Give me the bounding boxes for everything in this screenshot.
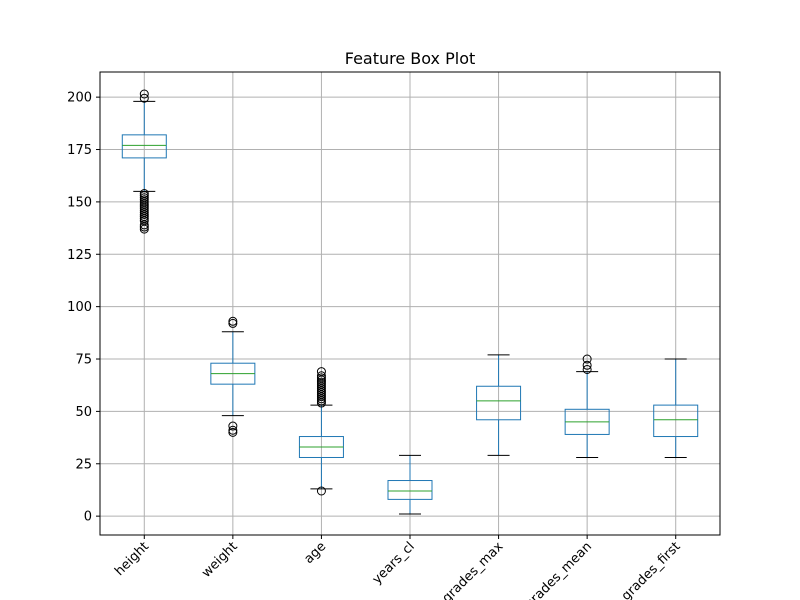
outlier-point bbox=[316, 486, 326, 496]
box-iqr bbox=[476, 385, 522, 421]
y-tick-label: 175 bbox=[67, 143, 92, 158]
outlier-point bbox=[316, 367, 326, 377]
y-axis: 0 25 50 75 100 125 150 175 200 bbox=[67, 91, 100, 525]
outlier-point bbox=[139, 93, 149, 103]
outlier-point bbox=[582, 360, 592, 370]
outlier-point bbox=[228, 427, 238, 437]
outlier-point bbox=[228, 316, 238, 326]
box-years_cl bbox=[387, 454, 433, 515]
y-tick-label: 125 bbox=[67, 248, 92, 263]
outlier-point bbox=[228, 425, 238, 435]
y-tick-label: 50 bbox=[75, 405, 92, 420]
box-grades_first bbox=[653, 358, 699, 458]
outlier-point bbox=[139, 195, 149, 205]
y-tick-label: 25 bbox=[75, 457, 92, 472]
box-iqr bbox=[653, 404, 699, 438]
y-tick-label: 100 bbox=[67, 300, 92, 315]
y-tick-label: 75 bbox=[75, 353, 92, 368]
outlier-point bbox=[228, 318, 238, 328]
y-tick-label: 0 bbox=[84, 510, 92, 525]
chart-title: Feature Box Plot bbox=[345, 49, 476, 68]
outlier-point bbox=[582, 364, 592, 374]
outlier-point bbox=[316, 371, 326, 381]
outlier-point bbox=[139, 193, 149, 203]
y-tick-label: 150 bbox=[67, 195, 92, 210]
outlier-point bbox=[139, 189, 149, 199]
y-tick-label: 200 bbox=[67, 91, 92, 106]
outlier-point bbox=[582, 354, 592, 364]
outlier-point bbox=[228, 421, 238, 431]
outlier-point bbox=[139, 89, 149, 99]
box-grades_max bbox=[476, 354, 522, 456]
box-age bbox=[298, 367, 344, 496]
outlier-point bbox=[316, 377, 326, 387]
box-grades_mean bbox=[564, 354, 610, 458]
box-height bbox=[121, 89, 167, 234]
box-iqr bbox=[387, 480, 433, 500]
outlier-point bbox=[139, 191, 149, 201]
box-weight bbox=[210, 316, 256, 437]
box-iqr bbox=[121, 134, 167, 159]
boxes-layer bbox=[121, 89, 699, 515]
outlier-point bbox=[316, 373, 326, 383]
